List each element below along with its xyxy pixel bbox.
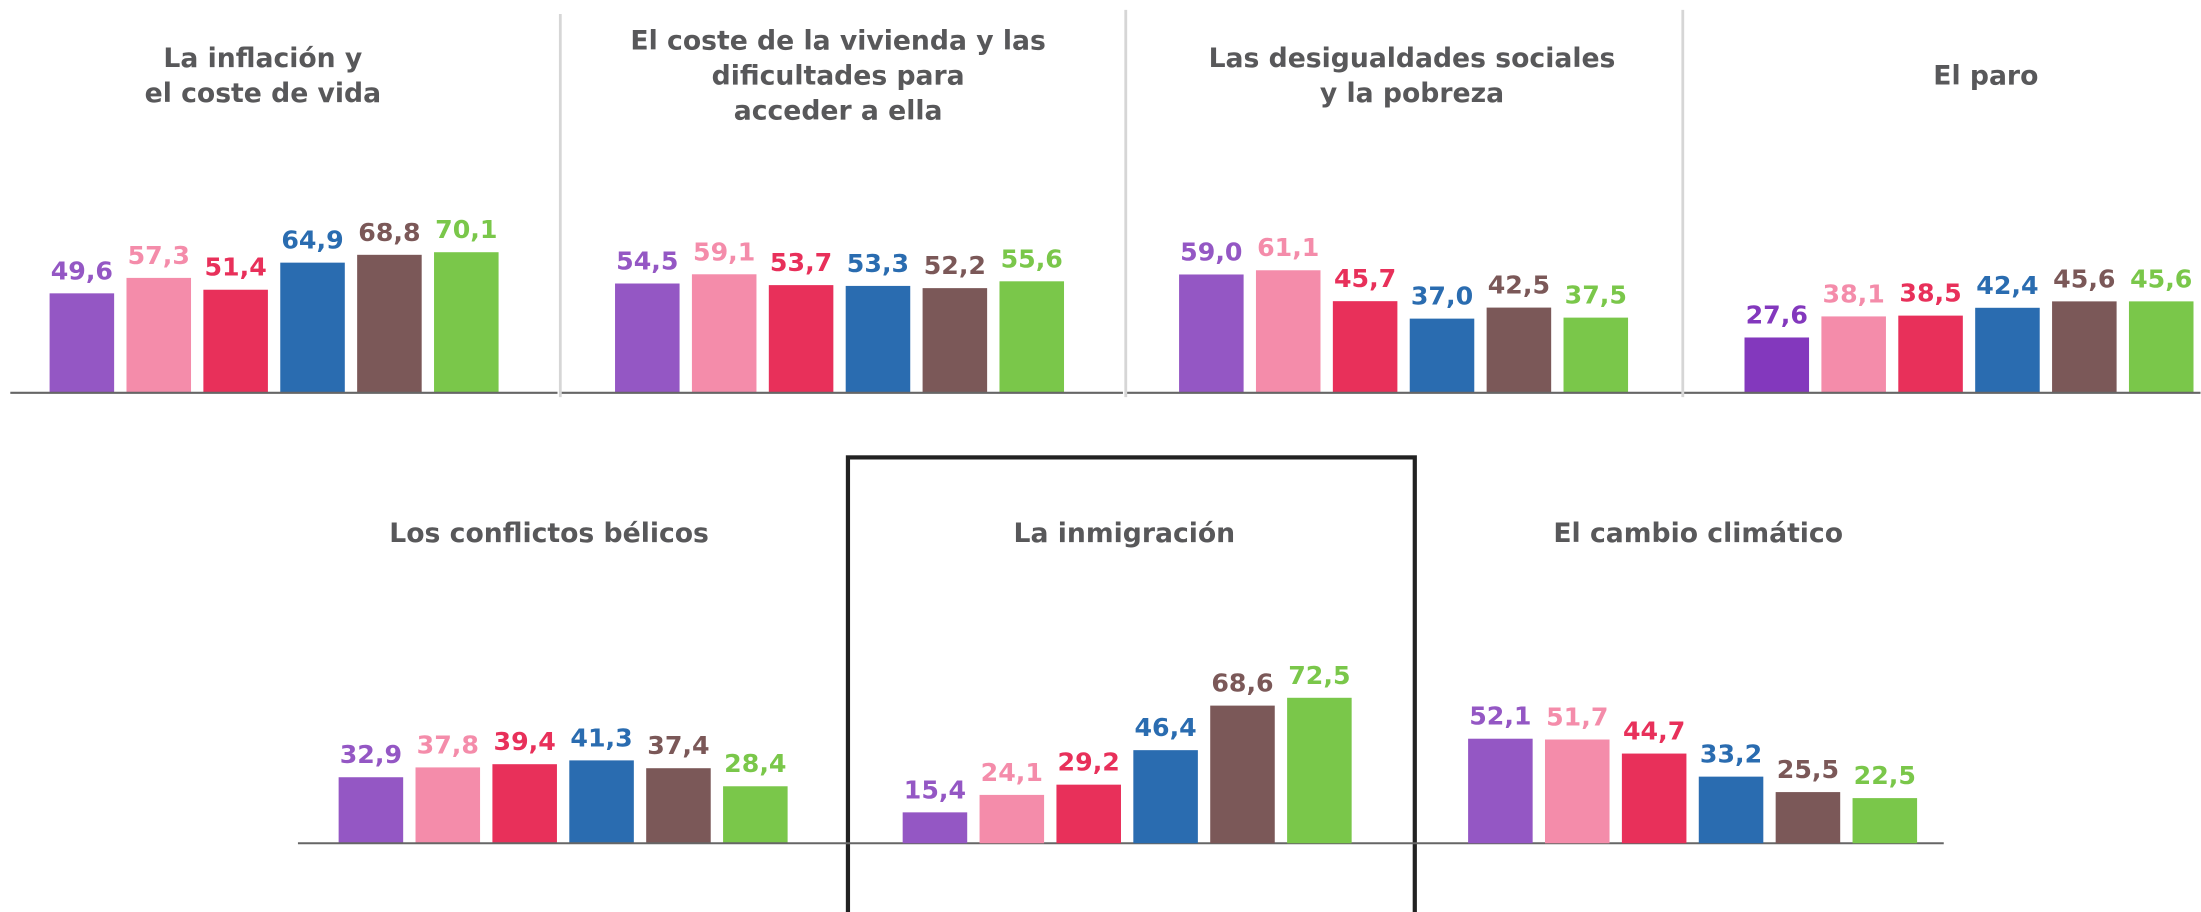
value-label: 29,2: [1058, 748, 1120, 777]
bar: [615, 283, 680, 393]
bar: [1621, 753, 1687, 844]
value-label: 37,4: [647, 731, 709, 760]
value-label: 28,4: [724, 749, 786, 778]
value-label: 72,5: [1288, 661, 1350, 690]
value-label: 45,7: [1334, 264, 1396, 293]
value-label: 24,1: [981, 758, 1043, 787]
bar: [1486, 307, 1552, 393]
chart-title: La inflación y: [163, 43, 362, 74]
bar: [646, 768, 711, 844]
value-label: 44,7: [1623, 717, 1685, 746]
bar: [922, 288, 988, 393]
chart-title: dificultades para: [712, 61, 965, 92]
bar: [1133, 750, 1198, 844]
bar: [768, 285, 834, 393]
chart-title: acceder a ella: [734, 96, 943, 127]
bar: [338, 777, 404, 844]
bar: [1852, 798, 1918, 844]
bar: [1898, 315, 1963, 393]
bar: [2052, 301, 2117, 393]
bar: [492, 764, 557, 844]
value-label: 42,5: [1488, 271, 1550, 300]
bar: [1332, 301, 1398, 393]
bar: [434, 252, 499, 393]
value-label: 15,4: [904, 775, 966, 804]
value-label: 42,4: [1976, 271, 2038, 300]
value-label: 51,7: [1546, 702, 1608, 731]
highlight-box: [845, 455, 1417, 912]
value-label: 49,6: [51, 256, 113, 285]
chart-title: Las desigualdades sociales: [1209, 43, 1616, 74]
value-label: 52,2: [924, 251, 986, 280]
value-label: 59,1: [693, 237, 755, 266]
bar: [415, 767, 481, 844]
chart-title: El coste de la vivienda y las: [630, 26, 1045, 57]
bar: [902, 812, 968, 844]
value-label: 32,9: [340, 740, 402, 769]
value-label: 51,4: [204, 253, 266, 282]
value-label: 45,6: [2053, 264, 2115, 293]
bar: [691, 274, 757, 393]
bar: [1255, 270, 1321, 393]
bar: [1821, 316, 1886, 393]
value-label: 38,1: [1823, 279, 1885, 308]
bar: [979, 794, 1045, 844]
bar: [1975, 307, 2040, 393]
value-label: 39,4: [494, 727, 556, 756]
bar: [280, 262, 345, 393]
bar: [1179, 274, 1244, 393]
value-label: 55,6: [1001, 244, 1063, 273]
value-label: 57,3: [128, 241, 190, 270]
value-label: 37,5: [1565, 281, 1627, 310]
bar: [1544, 739, 1610, 844]
chart-title: La inmigración: [1014, 518, 1236, 549]
value-label: 53,7: [770, 248, 832, 277]
value-label: 41,3: [570, 723, 632, 752]
chart-title: El paro: [1933, 61, 2038, 92]
bar: [203, 289, 268, 393]
bar: [1698, 776, 1764, 844]
bar: [723, 786, 788, 844]
value-label: 70,1: [435, 215, 497, 244]
value-label: 37,0: [1411, 282, 1473, 311]
bar: [49, 293, 115, 393]
bar: [845, 285, 911, 393]
chart-title: Los conflictos bélicos: [389, 518, 709, 549]
chart-title: el coste de vida: [145, 78, 381, 109]
value-label: 22,5: [1854, 761, 1916, 790]
bar: [1744, 337, 1810, 393]
value-label: 25,5: [1777, 755, 1839, 784]
value-label: 64,9: [281, 226, 343, 255]
bar: [1287, 697, 1352, 844]
value-label: 37,8: [417, 730, 479, 759]
value-label: 61,1: [1257, 233, 1319, 262]
bar: [1775, 792, 1841, 844]
bar: [1409, 318, 1475, 393]
value-label: 46,4: [1134, 713, 1196, 742]
bar: [569, 760, 634, 844]
chart-title: El cambio climático: [1553, 518, 1843, 549]
value-label: 38,5: [1899, 279, 1961, 308]
bar: [2128, 301, 2194, 393]
value-label: 52,1: [1469, 702, 1531, 731]
value-label: 54,5: [616, 246, 678, 275]
bar: [1210, 705, 1275, 844]
value-label: 68,6: [1211, 669, 1273, 698]
bar: [1563, 317, 1629, 393]
bar: [999, 281, 1065, 393]
value-label: 59,0: [1180, 237, 1242, 266]
value-label: 53,3: [847, 249, 909, 278]
bar: [1468, 738, 1533, 844]
value-label: 45,6: [2130, 264, 2192, 293]
bar: [126, 277, 192, 393]
bar: [1056, 784, 1121, 844]
value-label: 27,6: [1746, 300, 1808, 329]
value-label: 33,2: [1700, 740, 1762, 769]
chart-title: y la pobreza: [1320, 78, 1504, 109]
bar: [357, 254, 422, 393]
value-label: 68,8: [358, 218, 420, 247]
